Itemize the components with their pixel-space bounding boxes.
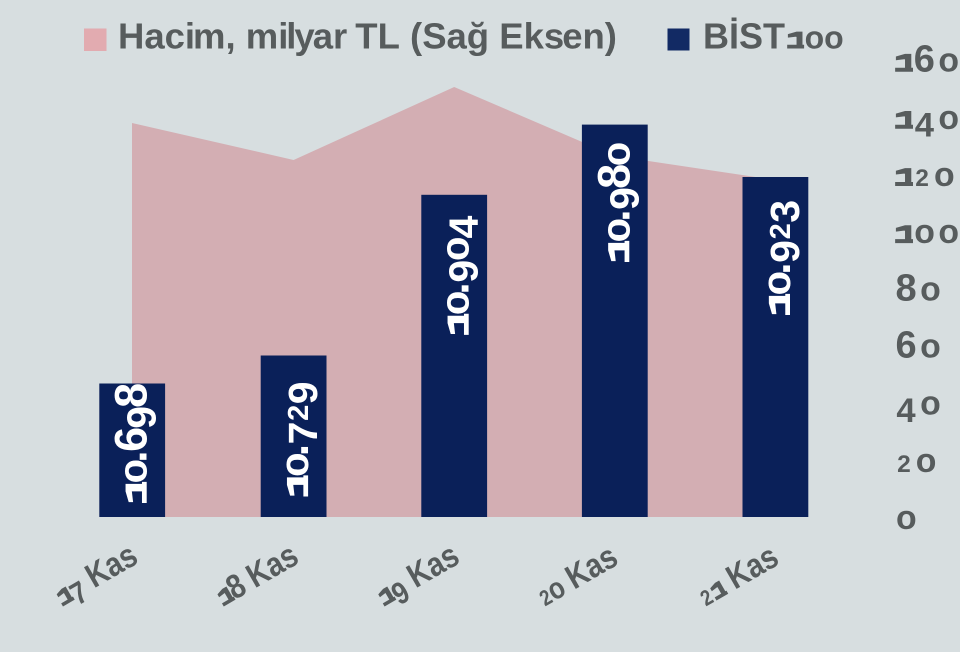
svg-text:o.923: o.923 (749, 200, 808, 295)
svg-text:4o: 4o (915, 99, 959, 145)
svg-text:oo: oo (914, 213, 959, 251)
svg-text:o.698: o.698 (106, 383, 165, 484)
svg-text:o.9o4: o.9o4 (428, 215, 487, 315)
svg-text:2 Kas: 2 Kas (690, 536, 784, 613)
svg-text:8o: 8o (896, 267, 941, 309)
svg-text:o: o (896, 499, 917, 537)
svg-text:o.98o: o.98o (588, 142, 647, 243)
svg-text:4o: 4o (896, 385, 940, 431)
svg-text:6o: 6o (914, 39, 959, 81)
svg-text:2o: 2o (915, 156, 954, 194)
svg-text:o.729: o.729 (267, 381, 326, 476)
svg-text:6o: 6o (896, 324, 941, 366)
svg-text:Hacim, milyar TL (Sağ Eksen): Hacim, milyar TL (Sağ Eksen) (118, 16, 617, 57)
svg-text:2o: 2o (897, 442, 936, 480)
